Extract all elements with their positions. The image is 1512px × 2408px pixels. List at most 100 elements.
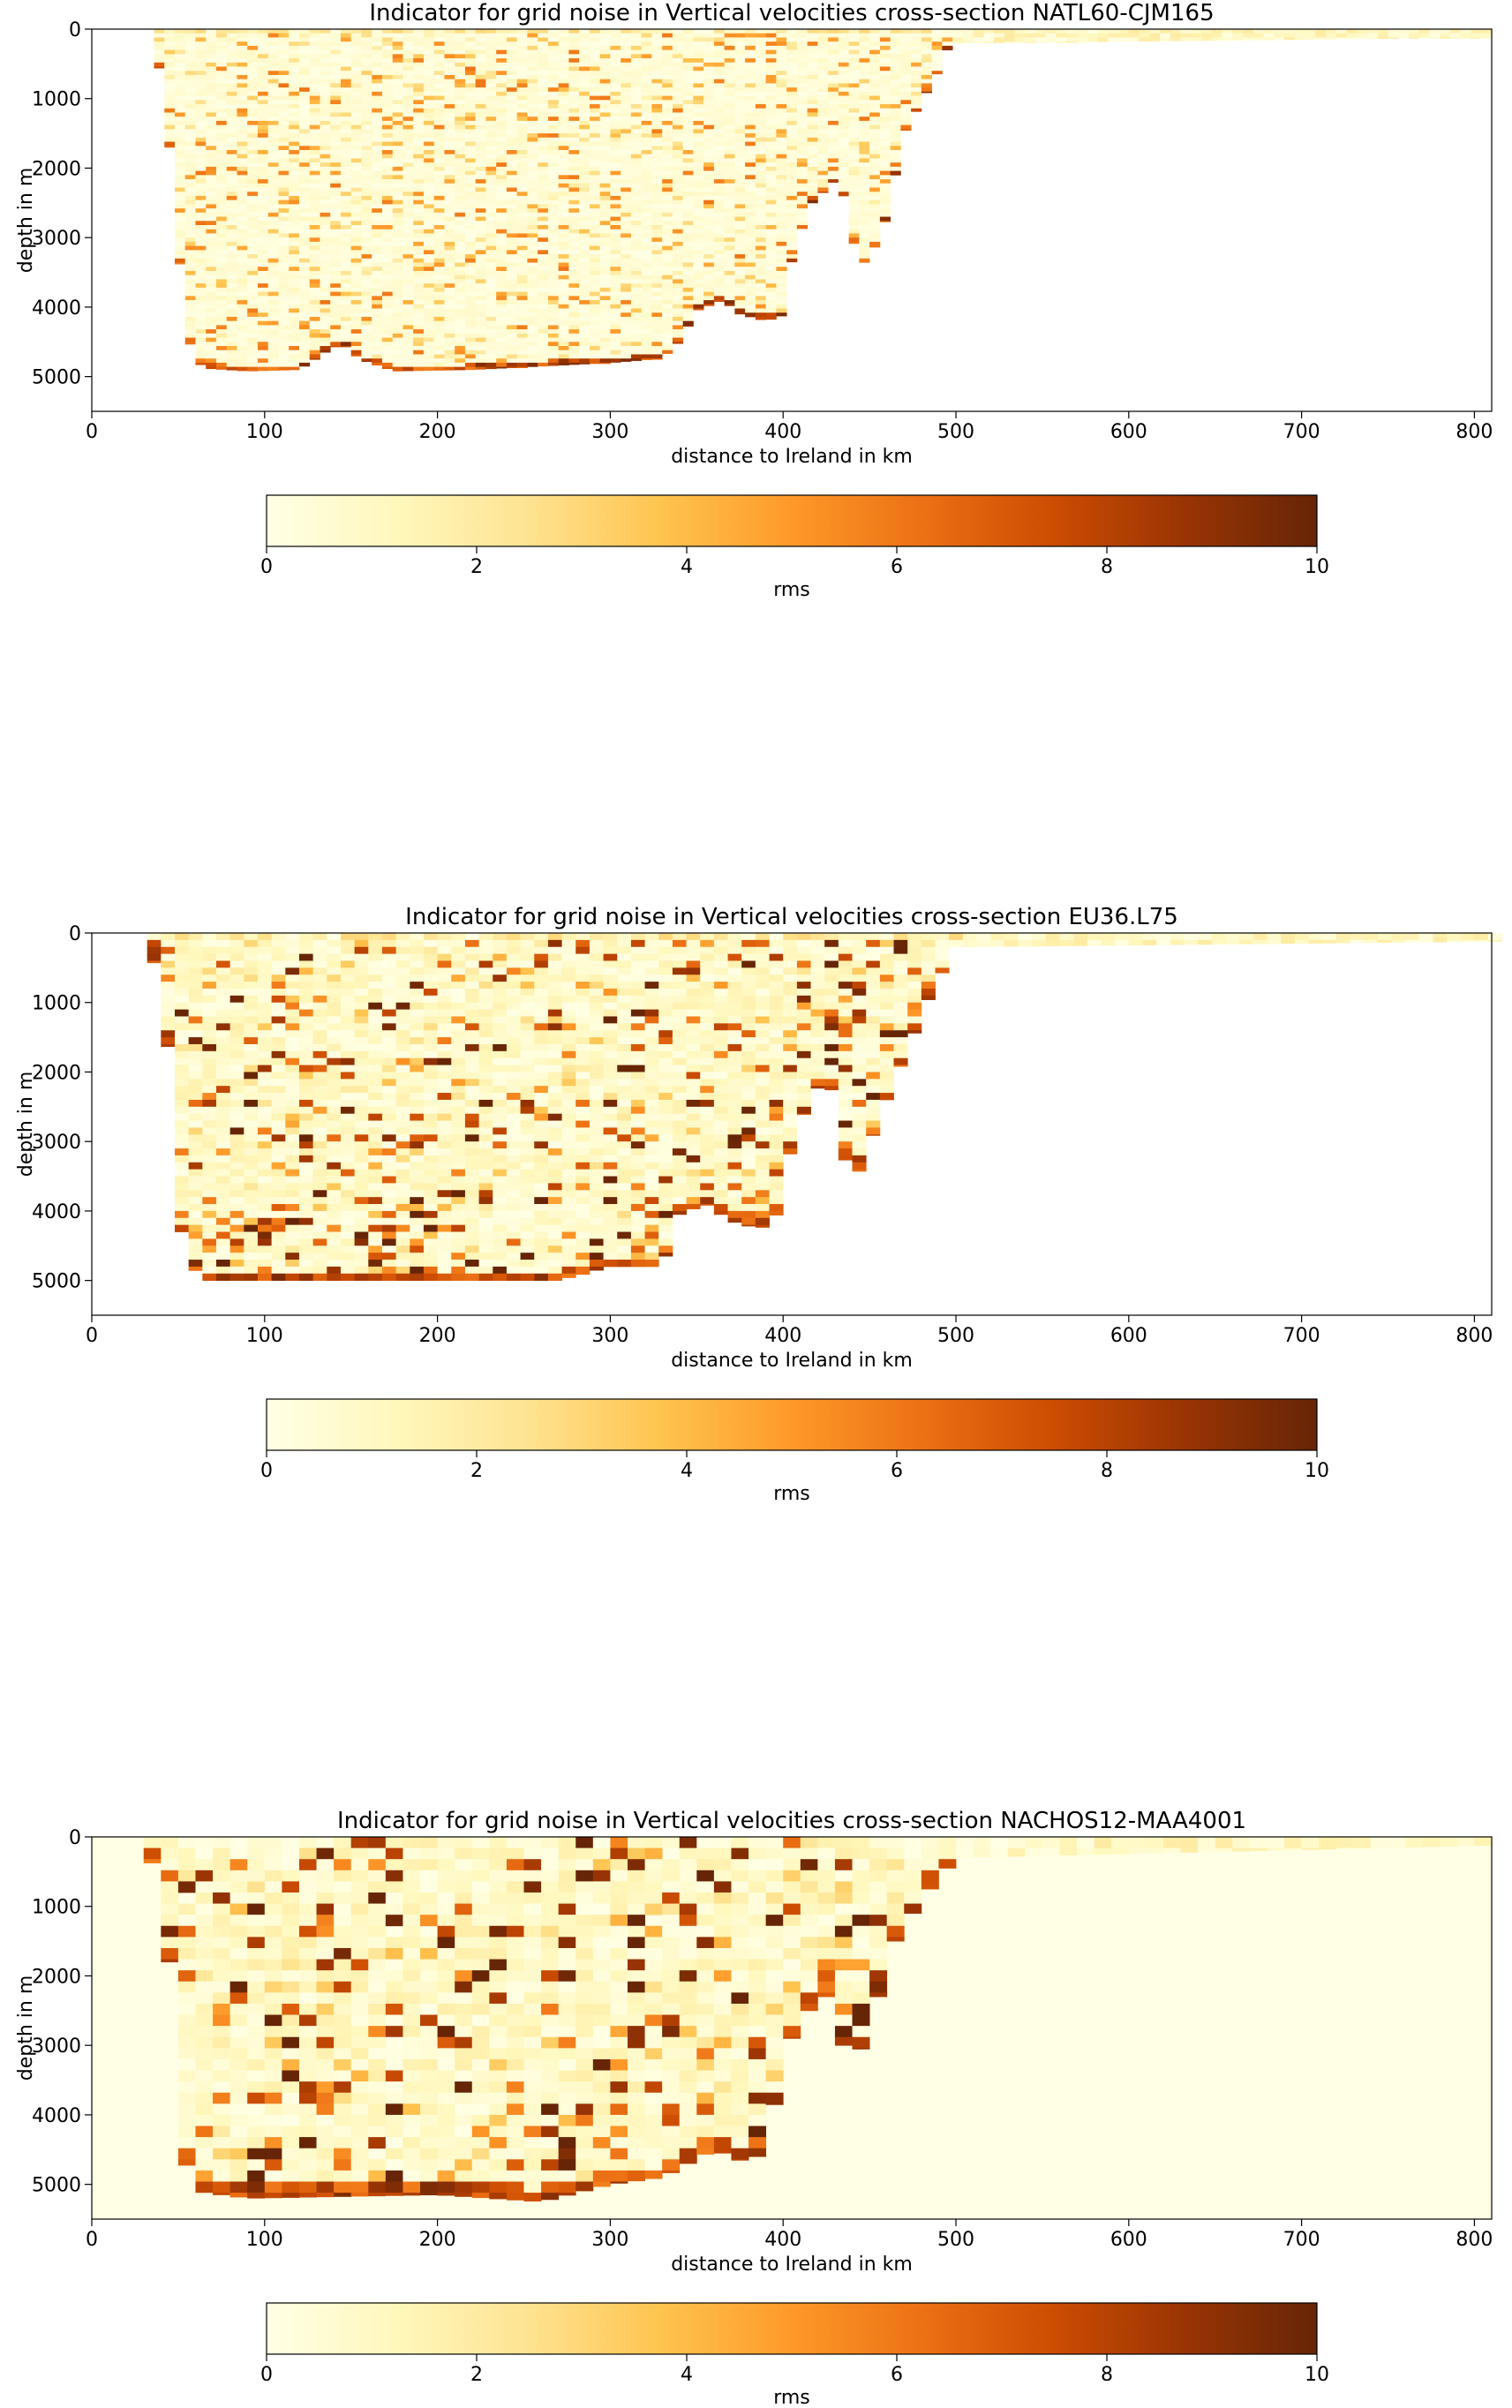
heatmap-cell: [350, 58, 362, 64]
heatmap-cell: [402, 66, 414, 71]
heatmap-cell: [568, 250, 580, 255]
heatmap-cell: [340, 287, 352, 292]
heatmap-cell: [206, 216, 217, 222]
heatmap-cell: [475, 291, 486, 297]
heatmap-cell: [340, 250, 352, 255]
heatmap-cell: [765, 233, 777, 238]
heatmap-cell: [184, 183, 196, 188]
heatmap-cell: [464, 270, 477, 276]
heatmap-cell: [496, 95, 508, 101]
heatmap-cell: [589, 49, 601, 55]
heatmap-cell: [361, 83, 372, 88]
heatmap-cell: [610, 192, 621, 197]
heatmap-cell: [320, 267, 331, 272]
heatmap-cell: [630, 229, 643, 234]
heatmap-cell: [765, 170, 777, 176]
heatmap-cell: [372, 117, 383, 122]
heatmap-cell: [298, 45, 311, 51]
heatmap-cell: [579, 262, 591, 267]
heatmap-cell: [464, 279, 477, 284]
heatmap-cell: [703, 87, 715, 93]
heatmap-cell: [641, 108, 652, 113]
heatmap-cell: [558, 362, 569, 365]
heatmap-cell: [765, 262, 777, 267]
heatmap-cell: [817, 74, 829, 80]
heatmap-cell: [361, 312, 372, 318]
heatmap-cell: [381, 112, 394, 117]
heatmap-cell: [298, 212, 311, 217]
heatmap-cell: [289, 166, 300, 171]
heatmap-cell: [713, 175, 726, 180]
heatmap-cell: [599, 112, 611, 117]
heatmap-cell: [267, 45, 279, 51]
heatmap-cell: [599, 129, 611, 134]
heatmap-cell: [713, 95, 726, 101]
heatmap-cell: [745, 279, 756, 284]
heatmap-cell: [610, 87, 621, 93]
heatmap-cell: [745, 304, 756, 309]
heatmap-cell: [309, 291, 320, 297]
heatmap-cell: [195, 342, 207, 347]
heatmap-cell: [796, 58, 809, 64]
heatmap-cell: [195, 221, 207, 226]
heatmap-cell: [496, 304, 508, 309]
heatmap-cell: [589, 175, 601, 180]
heatmap-cell: [610, 333, 621, 338]
heatmap-cell: [215, 229, 228, 234]
heatmap-cell: [610, 91, 621, 96]
heatmap-cell: [455, 87, 466, 93]
heatmap-cell: [350, 41, 362, 47]
heatmap-cell: [527, 283, 538, 289]
heatmap-cell: [184, 258, 196, 263]
heatmap-cell: [579, 87, 591, 93]
heatmap-cell: [195, 49, 207, 55]
heatmap-cell: [713, 208, 726, 214]
heatmap-cell: [651, 124, 663, 130]
heatmap-cell: [267, 162, 279, 168]
heatmap-cell: [848, 133, 860, 139]
heatmap-cell: [206, 337, 217, 342]
heatmap-cell: [703, 279, 715, 284]
heatmap-cell: [796, 175, 809, 180]
heatmap-cell: [579, 245, 591, 251]
heatmap-cell: [184, 66, 196, 71]
heatmap-cell: [215, 112, 228, 117]
heatmap-cell: [330, 216, 342, 222]
heatmap-cell: [475, 37, 486, 42]
heatmap-cell: [796, 162, 809, 168]
heatmap-cell: [195, 362, 207, 365]
heatmap-cell: [724, 146, 735, 151]
heatmap-cell: [340, 329, 352, 335]
heatmap-cell: [672, 216, 684, 222]
heatmap-cell: [361, 204, 372, 209]
heatmap-cell: [330, 296, 342, 301]
heatmap-cell: [734, 71, 746, 76]
heatmap-cell: [651, 187, 663, 192]
heatmap-cell: [662, 166, 673, 171]
heatmap-cell: [278, 329, 290, 335]
heatmap-cell: [538, 199, 549, 205]
heatmap-cell: [630, 141, 643, 147]
heatmap-cell: [381, 221, 394, 226]
heatmap-cell: [413, 320, 425, 326]
heatmap-cell: [226, 308, 237, 313]
heatmap-cell: [289, 204, 300, 209]
heatmap-cell: [745, 300, 756, 305]
heatmap-cell: [506, 254, 518, 260]
heatmap-cell: [651, 91, 663, 96]
heatmap-cell: [786, 120, 798, 126]
heatmap-cell: [796, 204, 809, 209]
heatmap-cell: [755, 146, 767, 151]
heatmap-cell: [838, 37, 850, 42]
heatmap-cell: [651, 212, 663, 217]
heatmap-cell: [538, 162, 549, 168]
heatmap-cell: [309, 208, 320, 214]
heatmap-cell: [745, 146, 756, 151]
heatmap-cell: [672, 270, 684, 276]
heatmap-cell: [184, 49, 196, 55]
heatmap-cell: [184, 74, 196, 80]
heatmap-cell: [455, 275, 466, 280]
heatmap-cell: [215, 267, 228, 272]
heatmap-cell: [516, 267, 528, 272]
heatmap-cell: [776, 225, 787, 230]
